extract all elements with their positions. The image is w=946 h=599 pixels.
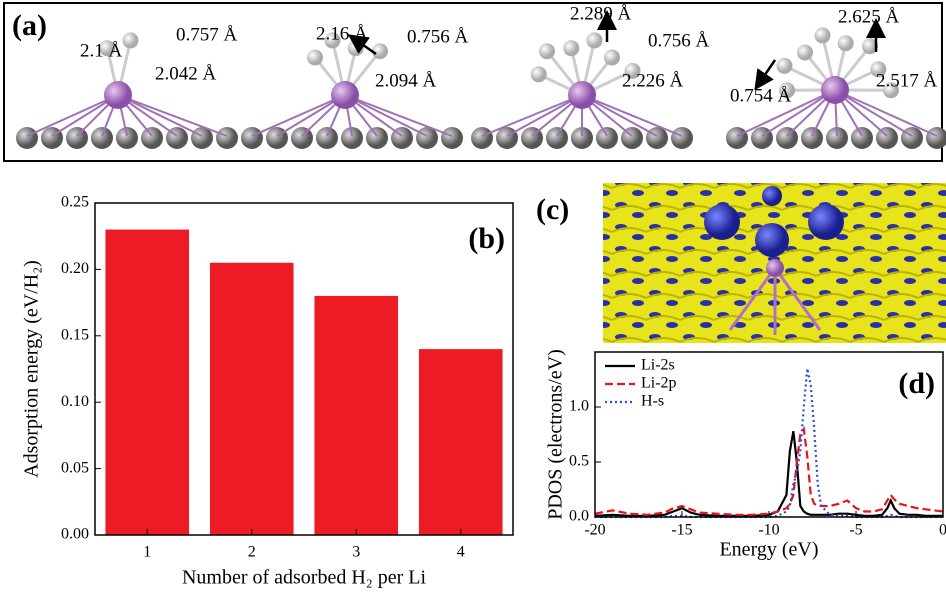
series-line <box>595 431 943 516</box>
carbon-atom <box>216 127 238 149</box>
bar <box>105 230 189 535</box>
lithium-atom <box>331 81 359 109</box>
y-tick-label: 0.00 <box>61 526 89 543</box>
carbon-atom <box>546 127 568 149</box>
distance-label: 2.226 Å <box>622 70 684 91</box>
carbon-atom <box>441 127 463 149</box>
x-axis-label: Number of adsorbed H₂ per Li <box>182 567 427 589</box>
y-tick-label: 0.25 <box>61 194 89 211</box>
legend-label: Li-2p <box>641 375 677 392</box>
carbon-atom <box>366 127 388 149</box>
distance-label: 0.757 Å <box>176 24 238 45</box>
carbon-atom <box>116 127 138 149</box>
charge-density-image <box>603 183 946 343</box>
legend-label: H-s <box>641 393 664 410</box>
hydrogen-atom <box>586 32 602 48</box>
hydrogen-atom <box>307 50 323 66</box>
carbon-atom <box>471 127 493 149</box>
legend-label: Li-2s <box>641 357 675 374</box>
carbon-atom <box>316 127 338 149</box>
x-tick-label: 0 <box>939 522 946 539</box>
distance-label: 2.625 Å <box>838 6 900 27</box>
y-axis-label: Adsorption energy (eV/H₂) <box>21 260 43 478</box>
carbon-atom <box>926 127 946 149</box>
x-tick-label: 2 <box>248 544 256 561</box>
panel-label: (a) <box>12 9 47 42</box>
hydrogen-atom <box>776 58 792 74</box>
distance-label: 2.16 Å <box>316 23 368 44</box>
x-tick-label: -10 <box>758 522 779 539</box>
distance-label: 2.042 Å <box>155 63 217 84</box>
bar <box>419 349 503 535</box>
panel-label: (c) <box>536 193 569 226</box>
carbon-atom <box>66 127 88 149</box>
panel-label: (d) <box>898 367 935 400</box>
carbon-atom <box>16 127 38 149</box>
carbon-atom <box>496 127 518 149</box>
y-tick-label: 0.20 <box>61 260 89 277</box>
carbon-atom <box>241 127 263 149</box>
carbon-atom <box>646 127 668 149</box>
distance-label: 2.094 Å <box>375 70 437 91</box>
hydrogen-atom <box>838 35 854 51</box>
carbon-atom <box>141 127 163 149</box>
hydrogen-atom <box>531 66 547 82</box>
distance-label: 2.517 Å <box>876 70 938 91</box>
distance-label: 2.1 Å <box>80 40 123 61</box>
hydrogen-atom <box>815 27 831 43</box>
carbon-atom <box>851 127 873 149</box>
panel-label: (b) <box>468 222 505 255</box>
hydrogen-atom <box>122 32 138 48</box>
x-tick-label: 3 <box>352 544 360 561</box>
hydrogen-atom <box>797 45 813 61</box>
x-tick-label: 4 <box>457 544 465 561</box>
y-tick-label: 0.5 <box>569 453 589 470</box>
hydrogen-atom <box>372 43 388 59</box>
distance-label: 0.754 Å <box>730 85 792 106</box>
x-tick-label: -15 <box>671 522 692 539</box>
distance-label: 0.756 Å <box>648 30 710 51</box>
distance-label: 0.756 Å <box>407 26 469 47</box>
bar <box>210 263 294 535</box>
structures <box>16 27 946 149</box>
x-axis-label: Energy (eV) <box>719 539 818 561</box>
carbon-atom <box>776 127 798 149</box>
bar <box>314 296 398 535</box>
lithium-atom <box>568 81 596 109</box>
x-tick-label: 1 <box>143 544 151 561</box>
carbon-atom <box>671 127 693 149</box>
lithium-atom <box>104 81 132 109</box>
figure: (a) 2.1 Å 0.757 Å 2.042 Å 2.16 Å 0.756 Å… <box>0 0 946 599</box>
hydrogen-atom <box>539 43 555 59</box>
y-tick-label: 0.0 <box>569 508 589 525</box>
distance-label: 2.289 Å <box>570 3 632 24</box>
carbon-atom <box>91 127 113 149</box>
y-tick-label: 0.10 <box>61 393 89 410</box>
y-tick-label: 0.15 <box>61 326 89 343</box>
y-tick-label: 1.0 <box>569 398 589 415</box>
carbon-atom <box>291 127 313 149</box>
lithium-atom <box>821 76 849 104</box>
hydrogen-atom <box>604 50 620 66</box>
carbon-atom <box>801 127 823 149</box>
hydrogen-atom <box>563 40 579 56</box>
x-tick-label: -5 <box>849 522 862 539</box>
carbon-atom <box>726 127 748 149</box>
y-axis-label: PDOS (electrons/eV) <box>545 349 567 520</box>
y-tick-label: 0.05 <box>61 459 89 476</box>
carbon-atom <box>596 127 618 149</box>
